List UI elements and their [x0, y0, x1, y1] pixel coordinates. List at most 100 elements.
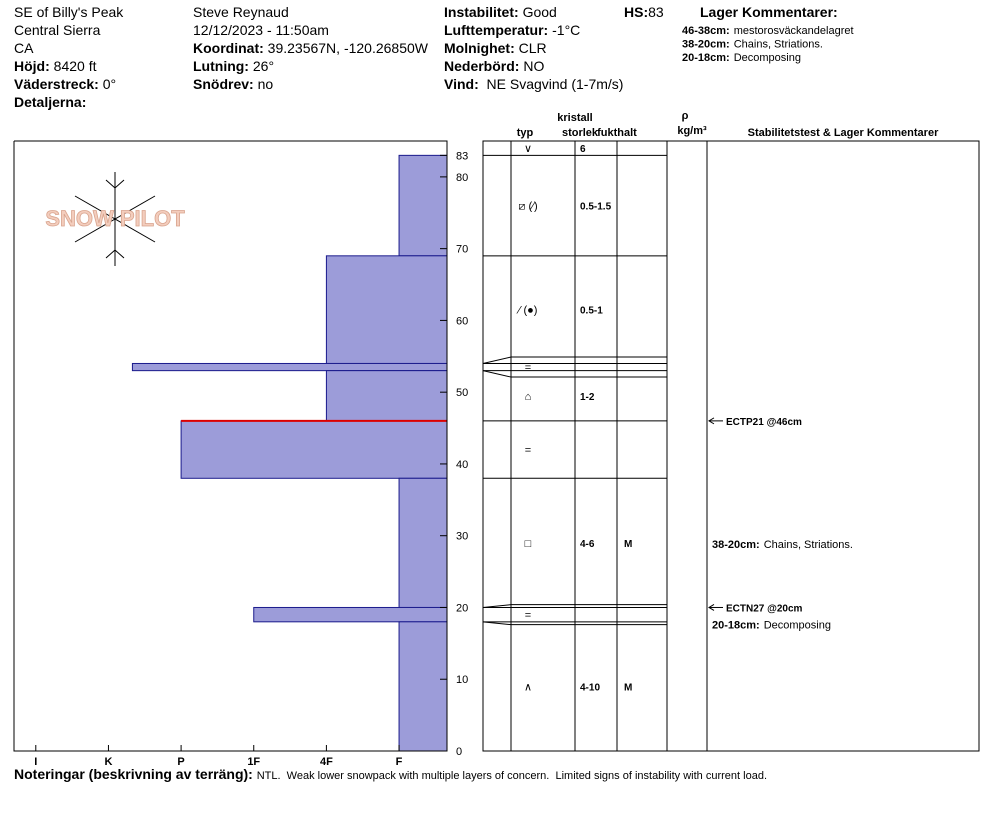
value: -1°C	[552, 22, 580, 38]
details: Detaljerna:	[14, 94, 86, 110]
text: Chains, Striations.	[734, 39, 823, 51]
y-tick-label: 60	[456, 315, 468, 327]
location: Central Sierra	[14, 22, 101, 38]
value: 83	[648, 4, 664, 20]
y-tick-label: 20	[456, 602, 468, 614]
range: 46-38cm:	[682, 25, 730, 37]
slope: Lutning: 26°	[193, 58, 274, 74]
row-line	[482, 621, 667, 626]
column-header: Stabilitetstest & Lager Kommentarer	[748, 127, 939, 139]
layer-comments: 46-38cm: mestorosväckandelagret 38-20cm: Ch…	[682, 25, 854, 64]
precip: Nederbörd: NO	[444, 58, 544, 74]
test-label: ECTP21 @46cm	[726, 417, 802, 428]
hardness-bar	[325, 255, 448, 364]
y-tick-label: 0	[456, 746, 462, 758]
y-tick-label: 83	[456, 150, 468, 162]
coordinates: Koordinat: 39.23567N, -120.26850W	[193, 40, 429, 56]
layer-comments-title: Lager Kommentarer:	[700, 4, 838, 20]
column-header: kg/m³	[677, 125, 707, 137]
grain-size: 4-6	[580, 539, 595, 550]
grain-type: ∨	[524, 143, 532, 155]
label: HS:	[624, 4, 648, 20]
grain-type: ∧	[524, 681, 532, 693]
test-label: ECTN27 @20cm	[726, 603, 803, 614]
wind: Vind: NE Svagvind (1-7m/s)	[444, 76, 623, 92]
arrow-head	[708, 604, 715, 611]
y-tick-label: 80	[456, 172, 468, 184]
air-temp: Lufttemperatur: -1°C	[444, 22, 580, 38]
hardness-bar	[180, 420, 448, 479]
label: Väderstreck:	[14, 76, 99, 92]
grain-size: 0.5-1.5	[580, 202, 612, 213]
hardness-plot: 0 10 20 30 40 50 60 70 80 83 I K P 1F 4F F	[13, 140, 468, 768]
moisture: M	[624, 539, 632, 550]
value: Good	[523, 4, 557, 20]
column-header: ρ	[682, 110, 689, 122]
value: CLR	[519, 40, 547, 56]
range: 20-18cm:	[712, 619, 760, 631]
grain-size: 0.5-1	[580, 306, 603, 317]
x-tick-label: I	[34, 756, 37, 768]
grain-size: 1-2	[580, 392, 595, 403]
x-tick-label: K	[104, 756, 112, 768]
notes-text: NTL. Weak lower snowpack with multiple l…	[257, 770, 767, 782]
grain-type: =	[525, 362, 531, 374]
column-header: kristall	[557, 112, 592, 124]
grain-type: =	[525, 445, 531, 457]
grain-type: =	[525, 610, 531, 622]
label: Lufttemperatur:	[444, 22, 548, 38]
x-tick-label: F	[396, 756, 403, 768]
sky: Molnighet: CLR	[444, 40, 547, 56]
grain-type: ⁄ (●)	[516, 305, 538, 317]
layer-table: kristall typ storlek fukthalt ρ kg/m³ Stabilit…	[482, 110, 939, 751]
text: mestorosväckandelagret	[734, 25, 854, 37]
grain-size: 4-10	[580, 682, 600, 693]
layer-comment: 46-38cm: mestorosväckandelagret	[682, 25, 854, 37]
hardness-bar	[131, 362, 448, 372]
label: Snödrev:	[193, 76, 254, 92]
layer-comment: 38-20cm: Chains, Striations.	[682, 39, 823, 51]
label: Nederbörd:	[444, 58, 519, 74]
observer: Steve Reynaud	[193, 4, 289, 20]
label: Höjd:	[14, 58, 50, 74]
notes: Noteringar (beskrivning av terräng): NTL…	[14, 766, 767, 782]
hs: HS:83	[624, 4, 664, 20]
column-header: typ	[517, 127, 534, 139]
column-header: fukthalt	[597, 127, 637, 139]
range: 20-18cm:	[682, 52, 730, 64]
value: NE Svagvind (1-7m/s)	[487, 76, 624, 92]
value: 0°	[103, 76, 116, 92]
y-tick-label: 50	[456, 387, 468, 399]
layer-comment: 20-18cm: Decomposing	[682, 52, 801, 64]
grain-type: ⧄ (⁄)	[518, 201, 537, 213]
row-line	[482, 604, 667, 608]
layer-comment: 20-18cm: Decomposing	[712, 619, 831, 631]
label: Koordinat:	[193, 40, 264, 56]
y-tick-label: 70	[456, 244, 468, 256]
grain-size: 6	[580, 144, 586, 155]
text: Decomposing	[764, 619, 831, 631]
hardness-bar	[398, 154, 448, 257]
row-line	[482, 356, 667, 364]
value: no	[258, 76, 274, 92]
grain-type: ⌂	[525, 391, 532, 403]
column-header: storlek	[562, 127, 599, 139]
grain-type: □	[525, 538, 532, 550]
moisture: M	[624, 682, 632, 693]
x-tick-label: 1F	[247, 756, 260, 768]
notes-label: Noteringar (beskrivning av terräng):	[14, 766, 253, 782]
y-tick-label: 30	[456, 531, 468, 543]
text: Chains, Striations.	[764, 539, 853, 551]
range: 38-20cm:	[682, 39, 730, 51]
aspect: Väderstreck: 0°	[14, 76, 116, 92]
label: Lutning:	[193, 58, 249, 74]
table-frame	[482, 140, 980, 752]
location: SE of Billy's Peak	[14, 4, 124, 20]
value: NO	[523, 58, 544, 74]
hardness-bar	[398, 477, 448, 608]
logo	[74, 172, 156, 266]
value: 39.23567N, -120.26850W	[268, 40, 429, 56]
label: Instabilitet:	[444, 4, 519, 20]
label: Molnighet:	[444, 40, 515, 56]
location: CA	[14, 40, 34, 56]
